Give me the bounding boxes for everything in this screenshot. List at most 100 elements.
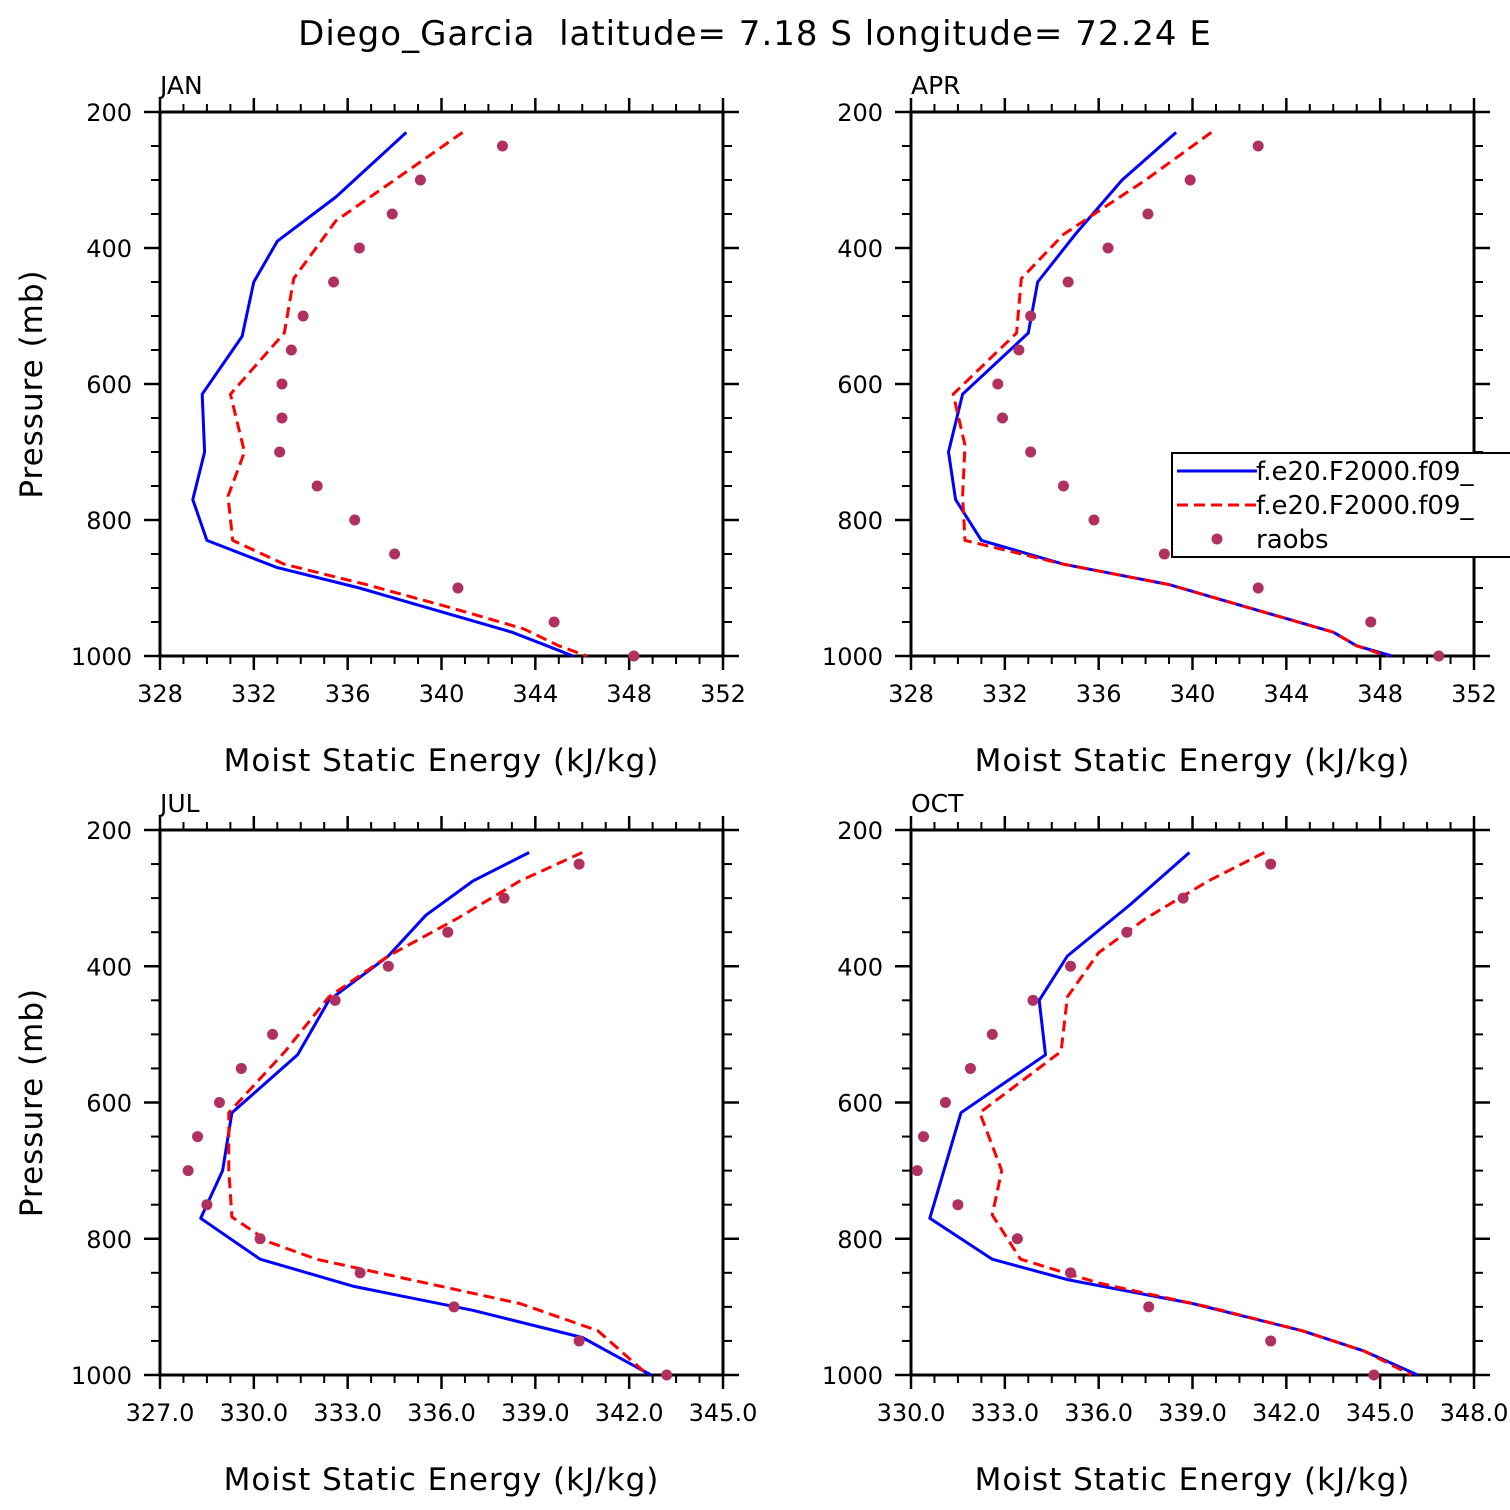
x-tick-label: 336 (325, 680, 371, 708)
raobs-point (496, 140, 508, 152)
x-tick-label: 333.0 (313, 1399, 382, 1427)
y-tick-label: 800 (837, 507, 883, 535)
panel-apr: APR 328 332 336 340 344 348 352 200 400 600 800 1000… (822, 71, 1497, 779)
x-tick-label: 348.0 (1440, 1399, 1509, 1427)
raobs-point (548, 616, 560, 628)
x-tick-label: 348 (1357, 680, 1403, 708)
raobs-point (1177, 892, 1189, 904)
raobs-point (996, 412, 1008, 424)
raobs-point (192, 1131, 204, 1143)
panel-label: OCT (911, 789, 964, 818)
raobs-point (498, 892, 510, 904)
y-tick-label: 600 (837, 371, 883, 399)
legend: f.e20.F2000.f09_ f.e20.F2000.f09_raobs (1171, 452, 1510, 558)
x-tick-label: 327.0 (126, 1399, 195, 1427)
raobs-point (276, 378, 288, 390)
raobs-point (452, 582, 464, 594)
y-tick-label: 200 (86, 817, 132, 845)
legend-label: raobs (1256, 525, 1329, 555)
y-tick-label: 800 (837, 1226, 883, 1254)
raobs-point (1027, 994, 1039, 1006)
x-tick-label: 342.0 (1252, 1399, 1321, 1427)
x-tick-label: 333.0 (970, 1399, 1039, 1427)
raobs-point (328, 276, 340, 288)
raobs-point (213, 1097, 225, 1108)
plot-frame (158, 110, 725, 658)
x-tick-label: 340 (419, 680, 465, 708)
legend-label: f.e20.F2000.f09_ (1256, 457, 1474, 487)
raobs-point (918, 1131, 930, 1143)
raobs-point (276, 412, 288, 424)
raobs-point (382, 960, 394, 972)
x-tick-label: 328 (137, 680, 183, 708)
raobs-point (1184, 174, 1196, 186)
raobs-point (1013, 344, 1025, 356)
x-tick-label: 339.0 (501, 1399, 570, 1427)
plot-frame (909, 828, 1476, 1377)
panel-label: APR (911, 71, 961, 100)
panel-jul: JUL 327.0 330.0 333.0 336.0 339.0 342.0 345.0 20… (14, 789, 757, 1498)
y-tick-label: 800 (86, 507, 132, 535)
raobs-point (353, 242, 365, 254)
y-tick-label: 400 (86, 235, 132, 263)
y-tick-label: 800 (86, 1226, 132, 1254)
raobs-point (297, 310, 309, 322)
panel-jan: JAN 328 332 336 340 344 348 352 200 400 600 800 1000… (14, 71, 746, 779)
raobs-point (1433, 650, 1445, 662)
raobs-point (573, 1335, 585, 1347)
raobs-point (1143, 1301, 1155, 1313)
x-tick-label: 352 (1451, 680, 1497, 708)
raobs-point (964, 1062, 976, 1074)
raobs-point (448, 1301, 460, 1313)
raobs-point (414, 174, 426, 186)
raobs-point (1265, 1335, 1277, 1347)
raobs-point (1025, 446, 1037, 458)
x-tick-label: 330.0 (877, 1399, 946, 1427)
panel-label: JAN (158, 71, 203, 100)
raobs-point (1057, 480, 1069, 492)
raobs-point (1062, 276, 1074, 288)
raobs-point (1265, 858, 1277, 870)
y-tick-label: 200 (837, 817, 883, 845)
raobs-point (1088, 514, 1100, 526)
raobs-point (1252, 140, 1264, 152)
raobs-point (992, 378, 1004, 390)
series-dashed-line (226, 131, 588, 658)
raobs-point (1011, 1233, 1023, 1245)
x-tick-label: 336 (1076, 680, 1122, 708)
raobs-point (201, 1199, 213, 1211)
raobs-point (254, 1233, 266, 1245)
raobs-point (274, 446, 286, 458)
raobs-point (939, 1097, 951, 1108)
series-dashed-line (227, 851, 649, 1377)
x-tick-label: 328 (888, 680, 934, 708)
raobs-point (182, 1165, 194, 1177)
y-tick-label: 600 (86, 1090, 132, 1118)
raobs-point (1102, 242, 1114, 254)
series-solid-line (199, 851, 652, 1377)
x-tick-label: 332 (231, 680, 277, 708)
raobs-point (911, 1165, 923, 1177)
y-axis-label: Pressure (mb) (14, 988, 50, 1217)
x-tick-label: 344 (1263, 680, 1309, 708)
x-tick-label: 342.0 (595, 1399, 664, 1427)
figure-title: Diego_Garcia latitude= 7.18 S longitude=… (298, 14, 1212, 54)
y-tick-label: 1000 (71, 643, 132, 671)
y-tick-label: 200 (837, 99, 883, 127)
raobs-point (235, 1062, 247, 1074)
x-tick-label: 348 (606, 680, 652, 708)
legend-label: f.e20.F2000.f09_ (1256, 491, 1474, 521)
x-tick-label: 336.0 (1064, 1399, 1133, 1427)
y-tick-label: 1000 (822, 1362, 883, 1390)
raobs-point (1158, 548, 1170, 560)
x-tick-label: 340 (1170, 680, 1216, 708)
raobs-point (1365, 616, 1377, 628)
raobs-point (573, 858, 585, 870)
x-axis-label: Moist Static Energy (kJ/kg) (224, 1462, 660, 1498)
y-tick-label: 200 (86, 99, 132, 127)
raobs-point (628, 650, 640, 662)
series-dashed-line (978, 851, 1413, 1377)
panel-oct: OCT 330.0 333.0 336.0 339.0 342.0 345.0 348.0 20… (822, 789, 1508, 1498)
raobs-point (1252, 582, 1264, 594)
raobs-point (389, 548, 401, 560)
